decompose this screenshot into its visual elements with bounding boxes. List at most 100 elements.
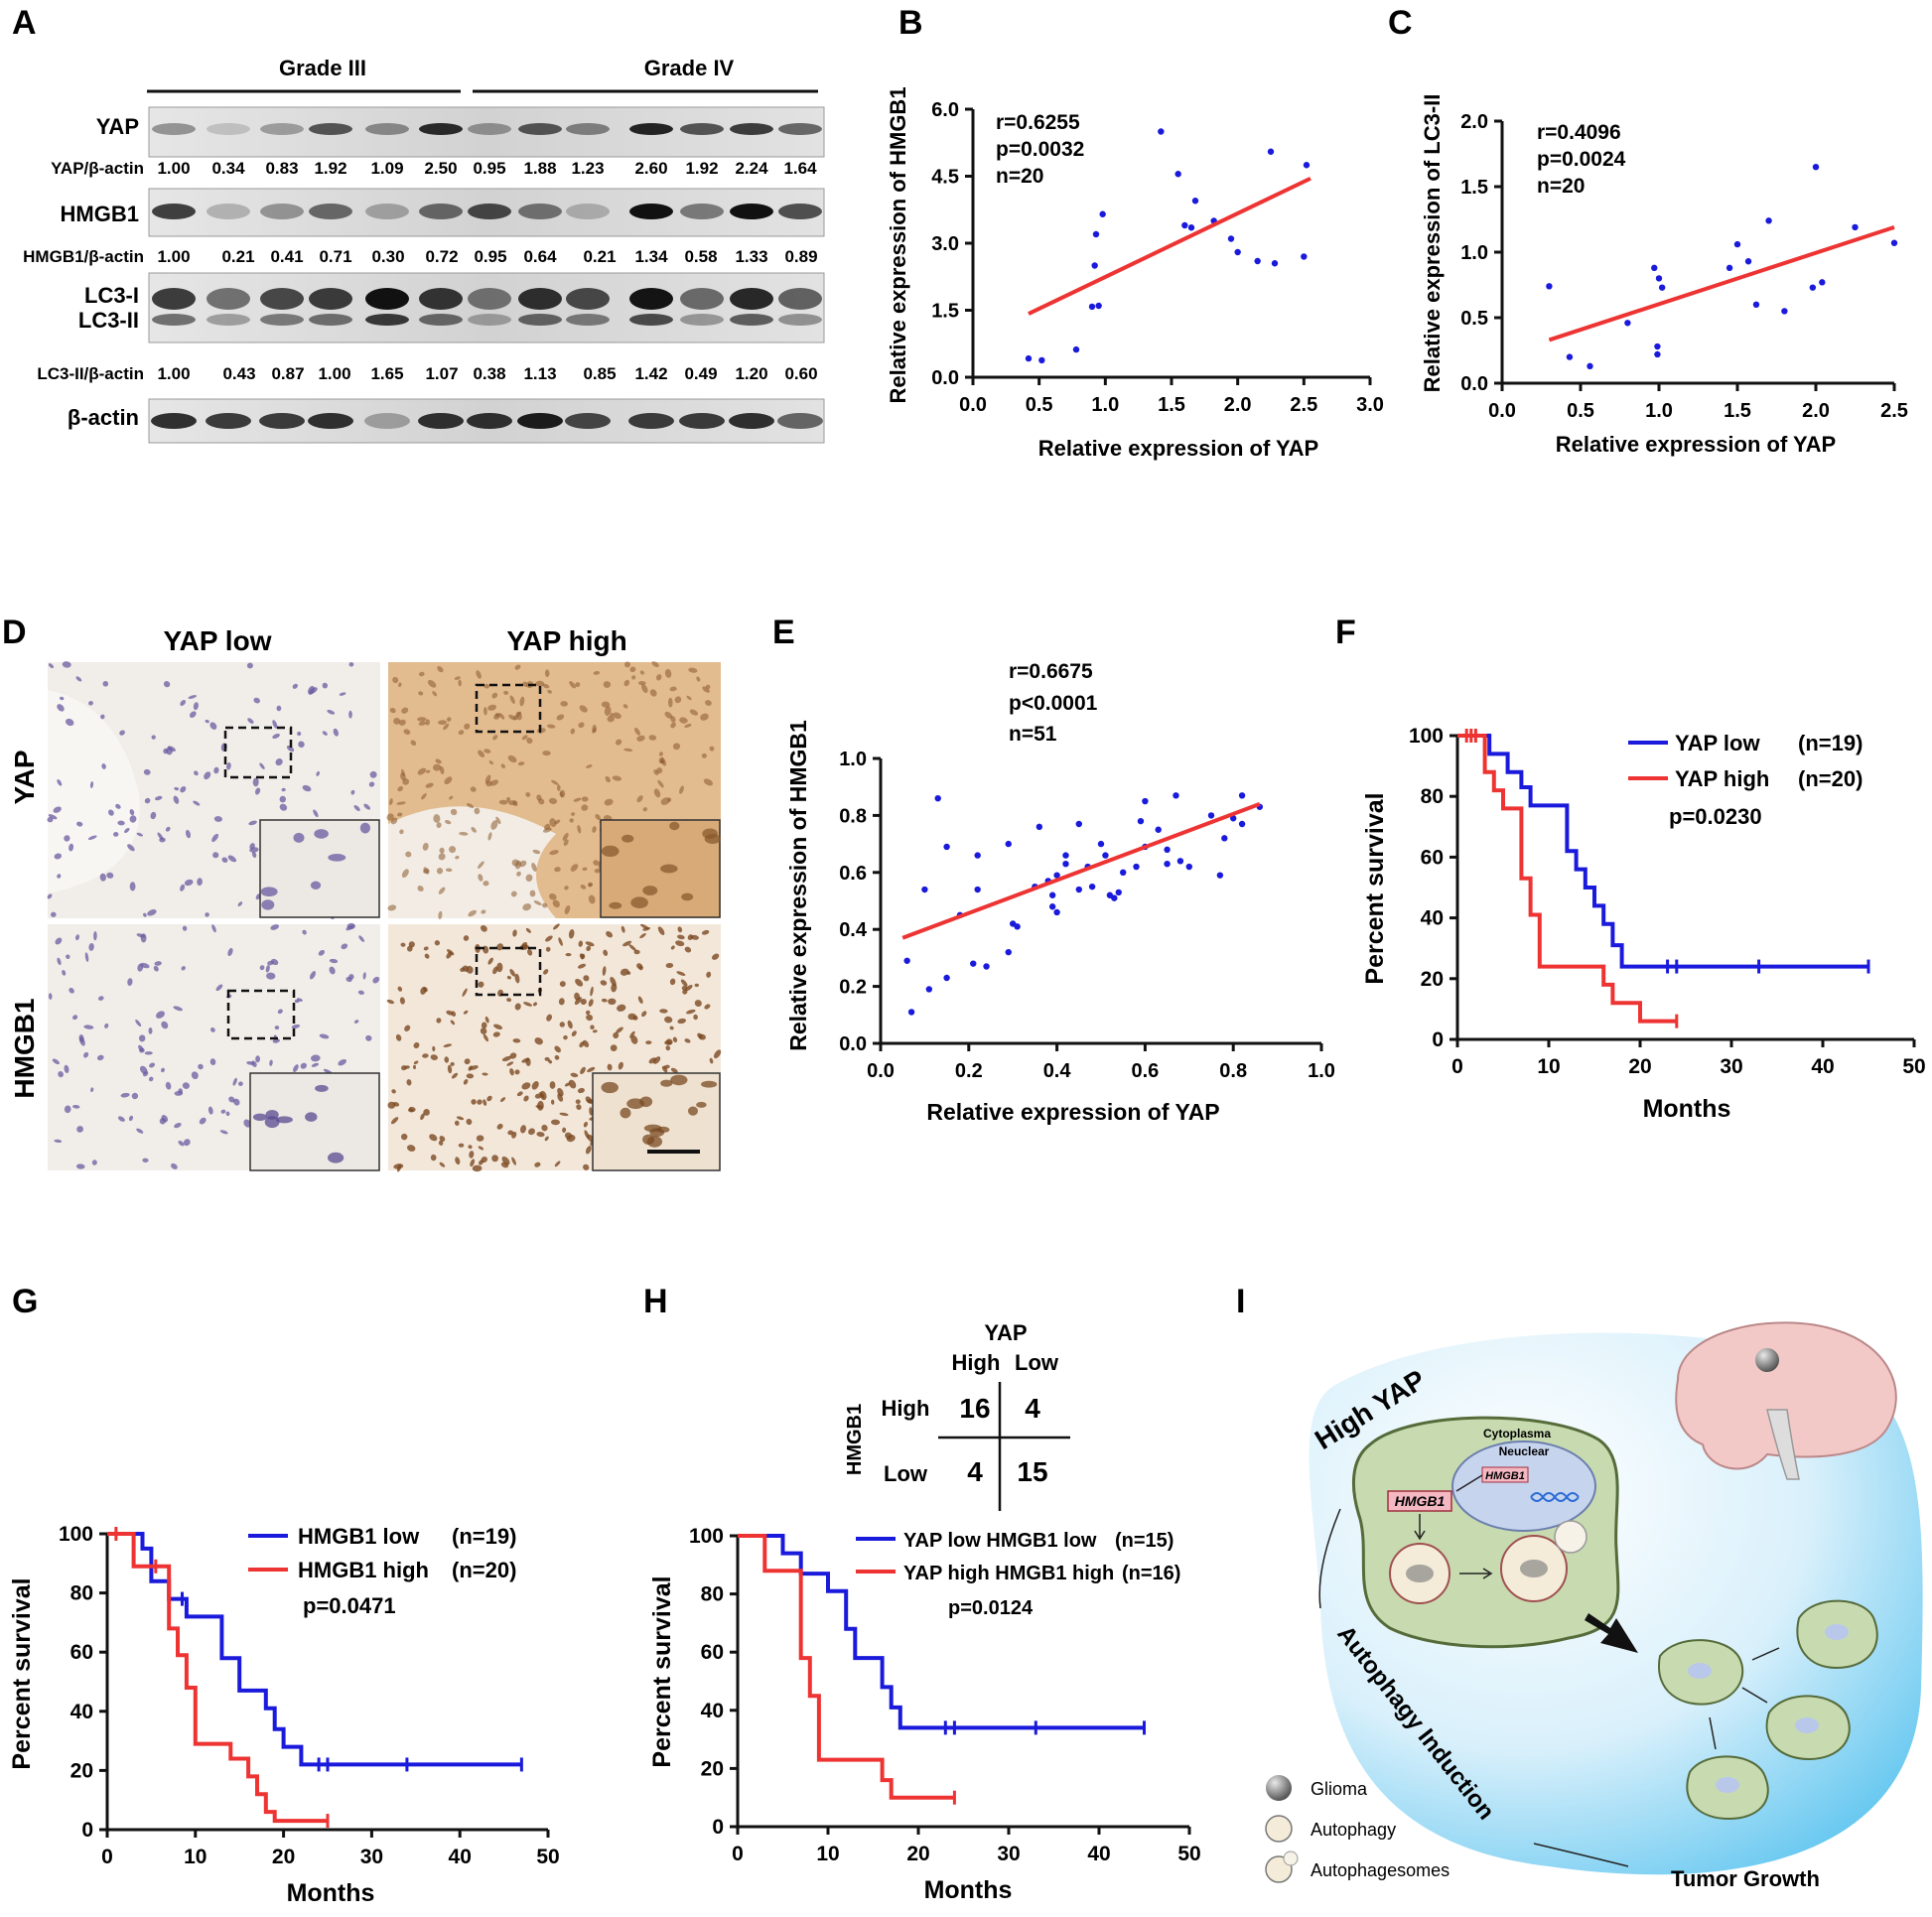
table-cell: 16 (959, 1393, 990, 1424)
nucleus-dot (476, 1135, 484, 1142)
nucleus-dot (425, 782, 434, 788)
nucleus-dot (60, 696, 65, 701)
nucleus-dot (212, 852, 219, 859)
y-tick-label: 100 (59, 1523, 93, 1546)
data-point (1191, 198, 1199, 205)
y-tick-label: 0.5 (1460, 308, 1488, 330)
nucleus-dot (672, 743, 681, 751)
x-tick-label: 0 (101, 1846, 113, 1868)
nucleus-dot (391, 1089, 396, 1094)
nucleus-dot (173, 1006, 183, 1012)
nucleus-dot (427, 679, 437, 688)
survival-curve (738, 1534, 1145, 1730)
nucleus-dot (115, 803, 121, 809)
nucleus-dot (629, 1030, 635, 1038)
nucleus-dot (389, 707, 396, 714)
blot-band (207, 123, 250, 135)
nucleus-dot (532, 849, 541, 855)
nucleus-dot (680, 979, 688, 987)
nucleus-dot (601, 998, 608, 1003)
nucleus-dot (47, 893, 53, 899)
nucleus-dot (417, 717, 427, 722)
nucleus-dot (713, 1049, 722, 1059)
blot-band (680, 204, 724, 219)
nucleus-dot (592, 1029, 598, 1033)
legend-label-yap-low: YAP low (1675, 731, 1760, 755)
nucleus-dot (188, 695, 198, 699)
nucleus-dot (510, 890, 517, 897)
x-axis-label: Months (287, 1879, 375, 1907)
legend-label-hmgb1-low: HMGB1 low (298, 1524, 420, 1549)
ratio-value: 0.87 (271, 364, 304, 383)
nucleus-dot (346, 922, 355, 930)
nucleus-dot (408, 1106, 416, 1112)
x-tick-label: 2.0 (1802, 400, 1830, 422)
x-axis-label: Relative expression of YAP (926, 1099, 1219, 1125)
blot-band (260, 314, 304, 326)
nucleus-dot (163, 680, 171, 688)
nucleus-dot (580, 1066, 586, 1075)
arrow-nuc-to-cyt (1455, 1474, 1483, 1492)
nucleus-dot (124, 827, 130, 834)
nucleus-dot (509, 1052, 517, 1059)
nucleus-dot (412, 1064, 417, 1069)
nucleus-dot (653, 788, 661, 798)
arrow-right (1459, 1568, 1493, 1579)
nucleus-dot (399, 997, 405, 1005)
nucleus-dot (348, 974, 354, 980)
ratio-value: 0.21 (221, 247, 254, 266)
ratio-value: 2.60 (634, 159, 667, 178)
y-tick-label: 3.0 (931, 233, 959, 255)
y-tick-label: 0.2 (839, 977, 867, 999)
nucleus-dot (155, 795, 163, 801)
inset-nucleus (265, 1110, 279, 1120)
nucleus-dot (610, 977, 617, 987)
x-tick-label: 0.4 (1043, 1060, 1072, 1082)
nucleus-dot (480, 1027, 487, 1034)
dashed-roi (226, 989, 296, 1040)
inset-nucleus (260, 887, 278, 896)
nucleus-dot (83, 1025, 94, 1029)
ihc-row-hmgb1: HMGB1 (9, 998, 40, 1098)
table-col-header: YAP (984, 1320, 1027, 1345)
nucleus-dot (466, 803, 475, 809)
inset-nucleus (639, 1096, 653, 1108)
nucleus-dot (48, 663, 55, 669)
inset-nucleus (310, 881, 322, 890)
nucleus-dot (389, 798, 393, 806)
nucleus-dot (500, 763, 505, 768)
nucleus-dot (477, 1099, 483, 1105)
nucleus-dot (128, 1115, 134, 1122)
nucleus-dot (387, 904, 397, 911)
nucleus-dot (182, 925, 188, 931)
x-tick-label: 20 (1628, 1055, 1651, 1078)
nucleus-dot (509, 695, 515, 704)
nucleus-dot (191, 1071, 199, 1080)
nucleus-dot (576, 1104, 582, 1110)
nucleus-dot (525, 874, 533, 882)
y-tick-label: 100 (1409, 725, 1444, 748)
nucleus-dot (702, 686, 710, 693)
data-point (974, 886, 981, 893)
nucleus-dot (544, 1056, 550, 1061)
brain-stem (1766, 1409, 1800, 1480)
nucleus-dot (607, 1063, 613, 1071)
inset-nucleus (702, 828, 718, 839)
nucleus-dot (566, 1134, 576, 1143)
nucleus-dot (492, 1031, 500, 1037)
nucleus-dot (669, 1026, 674, 1030)
blot-band (680, 288, 724, 310)
data-point (1185, 863, 1193, 871)
nucleus-dot (463, 1010, 469, 1015)
nucleus-dot (365, 1034, 372, 1041)
nucleus-dot (529, 890, 536, 897)
blot-band (260, 204, 304, 219)
inset-nucleus (701, 1080, 718, 1088)
nucleus-dot (459, 831, 469, 836)
p-value: p=0.0124 (948, 1597, 1034, 1619)
nucleus-dot (87, 835, 97, 840)
nucleus-dot (493, 713, 501, 720)
nucleus-dot (417, 767, 427, 775)
ratio-value: 0.64 (523, 247, 557, 266)
nucleus-dot (127, 978, 133, 986)
